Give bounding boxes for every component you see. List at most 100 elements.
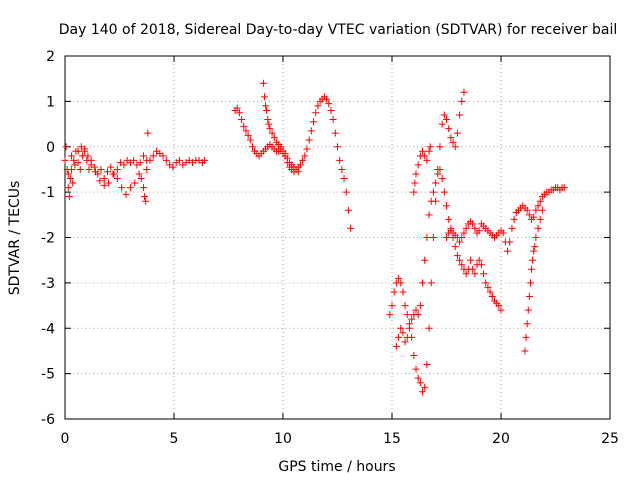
data-point [139,152,147,160]
data-point [486,288,494,296]
data-point [477,261,485,269]
data-point [438,120,446,128]
data-point [81,145,89,153]
data-point [419,147,427,155]
data-point [443,116,450,124]
data-point [390,288,398,296]
data-point [421,256,429,264]
data-point [76,165,84,173]
data-point [419,279,427,287]
data-point [118,184,126,192]
data-point [475,256,483,264]
data-point [61,156,69,164]
data-point [536,215,544,223]
data-point [305,136,313,144]
data-point [399,329,407,337]
x-tick-label: 5 [170,431,179,447]
data-point [130,156,138,164]
data-point [425,324,433,332]
data-point [336,156,344,164]
data-point [135,170,143,178]
data-point [327,106,335,114]
data-point [412,365,420,373]
data-point [414,161,422,169]
data-point [538,206,546,214]
grid-lines [65,56,610,419]
data-point [414,374,422,382]
data-point [141,193,149,201]
data-point [456,111,464,119]
data-point [395,274,403,282]
data-point [458,97,466,105]
data-point [438,175,446,183]
data-point [331,129,339,137]
data-point [69,179,77,187]
data-point [323,95,331,103]
data-point [399,288,407,296]
data-point [260,93,268,101]
data-point [281,150,289,158]
data-point [429,188,437,196]
data-point [266,125,274,133]
data-point [440,111,448,119]
data-point [560,184,568,192]
data-point [410,188,418,196]
data-point [277,143,285,151]
data-point [268,129,276,137]
data-point [139,184,147,192]
data-point [531,243,539,251]
data-point [265,120,273,128]
data-point [347,224,355,232]
data-point [425,211,433,219]
data-point [508,224,516,232]
data-point [397,324,405,332]
x-tick-label: 25 [601,431,619,447]
data-point [423,156,431,164]
data-point [64,170,72,178]
data-point [294,168,302,176]
data-points [61,79,568,396]
data-point [410,351,418,359]
data-point [426,143,434,151]
data-point [122,190,130,198]
data-point [532,206,540,214]
data-point [458,234,466,241]
data-point [70,156,78,164]
data-point [62,143,70,151]
data-point [429,234,437,241]
data-point [534,202,542,210]
data-point [458,261,466,269]
data-point [104,168,112,176]
data-point [484,283,492,291]
data-point [97,165,105,173]
y-axis-label: SDTVAR / TECUs [7,181,23,296]
data-point [85,165,93,173]
data-point [68,165,76,173]
data-point [530,213,538,221]
data-point [397,279,405,287]
data-point [447,134,455,142]
data-point [113,165,121,173]
x-tick-labels: 0 5 10 15 20 25 [61,431,619,447]
data-point [445,215,453,223]
data-point [416,302,424,310]
data-point [120,161,128,169]
y-tick-label: -1 [41,185,55,201]
data-point [105,179,113,187]
data-point [432,179,440,187]
data-point [427,279,435,287]
data-point [521,347,529,355]
data-point [471,270,479,278]
x-tick-label: 15 [383,431,401,447]
data-point [314,102,322,110]
x-tick-label: 20 [492,431,510,447]
data-point [100,175,108,183]
data-point [462,224,470,232]
data-point [403,311,411,319]
data-point [131,179,139,187]
data-point [386,311,394,319]
data-point [525,292,533,300]
data-point [408,315,416,323]
data-point [423,234,431,241]
data-point [453,252,461,260]
